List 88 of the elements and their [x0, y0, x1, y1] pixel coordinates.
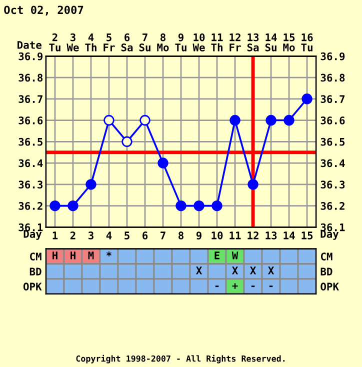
text: -: [251, 286, 255, 288]
text: X: [232, 266, 238, 274]
text: X: [250, 266, 256, 274]
y-tick-label: 36.8: [18, 74, 43, 82]
point: [302, 94, 312, 104]
text: W: [232, 252, 238, 260]
x2-tick-label: 13: [266, 232, 277, 240]
y2-tick-label: OPK: [320, 282, 339, 291]
y2-tick-label: 36.1: [320, 223, 345, 232]
point: [176, 200, 186, 212]
y-tick-label: 36.2: [18, 202, 42, 210]
x2-tick-label: 1: [52, 232, 58, 240]
y2-tick-label: 36.9: [320, 52, 345, 60]
x-tick-label: 6 Sa: [121, 33, 133, 52]
y2-tick-label: 36.4: [320, 159, 345, 168]
x-tick-label: 7 Su: [139, 34, 150, 52]
x-tick-label: 2 Tu: [49, 33, 60, 52]
text: -: [269, 286, 273, 288]
x-tick-label: 11 Th: [211, 34, 223, 52]
y-tick-label: BD: [30, 268, 42, 276]
y2-tick-label: 36.3: [320, 180, 345, 189]
text: Day: [320, 230, 339, 240]
x2-tick-label: 11: [230, 232, 241, 240]
x-tick-label: 15 Mo: [283, 34, 295, 52]
x2-tick-label: 6: [142, 232, 148, 240]
x2-tick-label: 4: [106, 232, 112, 240]
y-tick-label: 36.7: [18, 95, 42, 104]
y2-tick-label: BD: [320, 268, 332, 276]
x-tick-label: 4 Th: [85, 34, 96, 52]
x2-tick-label: 12: [248, 232, 258, 240]
x2-axis-title: Day: [24, 230, 42, 240]
x2-tick-label: 2: [70, 232, 76, 240]
x-tick-label: 9 Tu: [175, 33, 186, 52]
y2-tick-label: 36.6: [320, 116, 345, 124]
text: X: [268, 266, 274, 274]
x2-tick-label: 9: [196, 232, 202, 240]
y-tick-label: 36.5: [18, 138, 42, 146]
text: H: [52, 252, 58, 260]
y2-tick-label: 36.2: [320, 202, 344, 210]
x-tick-label: 5 Fr: [104, 34, 115, 52]
y-tick-label: 36.3: [18, 180, 43, 189]
x-tick-label: 16 Tu: [301, 33, 313, 52]
x-tick-label: 13 Sa: [247, 33, 259, 52]
x-axis-title: Date: [18, 41, 42, 49]
x-tick-label: 12 Fr: [230, 33, 241, 52]
x2-tick-label: 3: [88, 232, 94, 240]
text: H: [70, 252, 76, 260]
text: -: [215, 286, 219, 288]
y2-tick-label: 36.7: [320, 95, 344, 104]
text: +: [232, 283, 238, 289]
y2-tick-label: 36.5: [320, 138, 345, 146]
x2-tick-label: 5: [124, 232, 130, 240]
point: [68, 200, 78, 212]
x-tick-label: 3 We: [66, 33, 79, 52]
y2-tick-label: 36.8: [320, 74, 345, 82]
text: E: [214, 252, 220, 260]
y-tick-label: 36.1: [18, 223, 43, 232]
point: [140, 114, 150, 126]
text: Copyright 1998-2007 - All Rights Reserved.: [76, 354, 285, 364]
x2-tick-label: 8: [178, 232, 184, 240]
point: [158, 158, 168, 168]
point: [50, 200, 60, 212]
text: *: [106, 251, 112, 256]
point: [122, 136, 132, 148]
x2-tick-label: 7: [160, 232, 166, 240]
point: [86, 179, 96, 190]
point: [212, 200, 222, 212]
y-tick-label: 36.9: [18, 52, 43, 60]
text: X: [196, 266, 202, 274]
point: [284, 114, 294, 126]
point: [104, 114, 114, 126]
chart-title: Oct 02, 2007: [4, 6, 84, 16]
x2-tick-label: 15: [302, 232, 313, 240]
y-tick-label: 36.4: [18, 159, 43, 168]
y-tick-label: CM: [30, 252, 42, 260]
point: [194, 200, 204, 212]
point: [230, 114, 240, 126]
x2-tick-label: 10: [212, 232, 223, 240]
x-tick-label: 10 We: [192, 33, 205, 52]
x-tick-label: 8 Mo: [157, 33, 169, 52]
point: [266, 114, 276, 126]
point: [248, 179, 258, 190]
x-tick-label: 14 Su: [265, 34, 277, 52]
y-tick-label: OPK: [23, 282, 42, 291]
y2-tick-label: CM: [320, 252, 332, 260]
y-tick-label: 36.6: [18, 116, 43, 124]
x2-tick-label: 14: [284, 232, 295, 240]
text: M: [88, 252, 94, 260]
